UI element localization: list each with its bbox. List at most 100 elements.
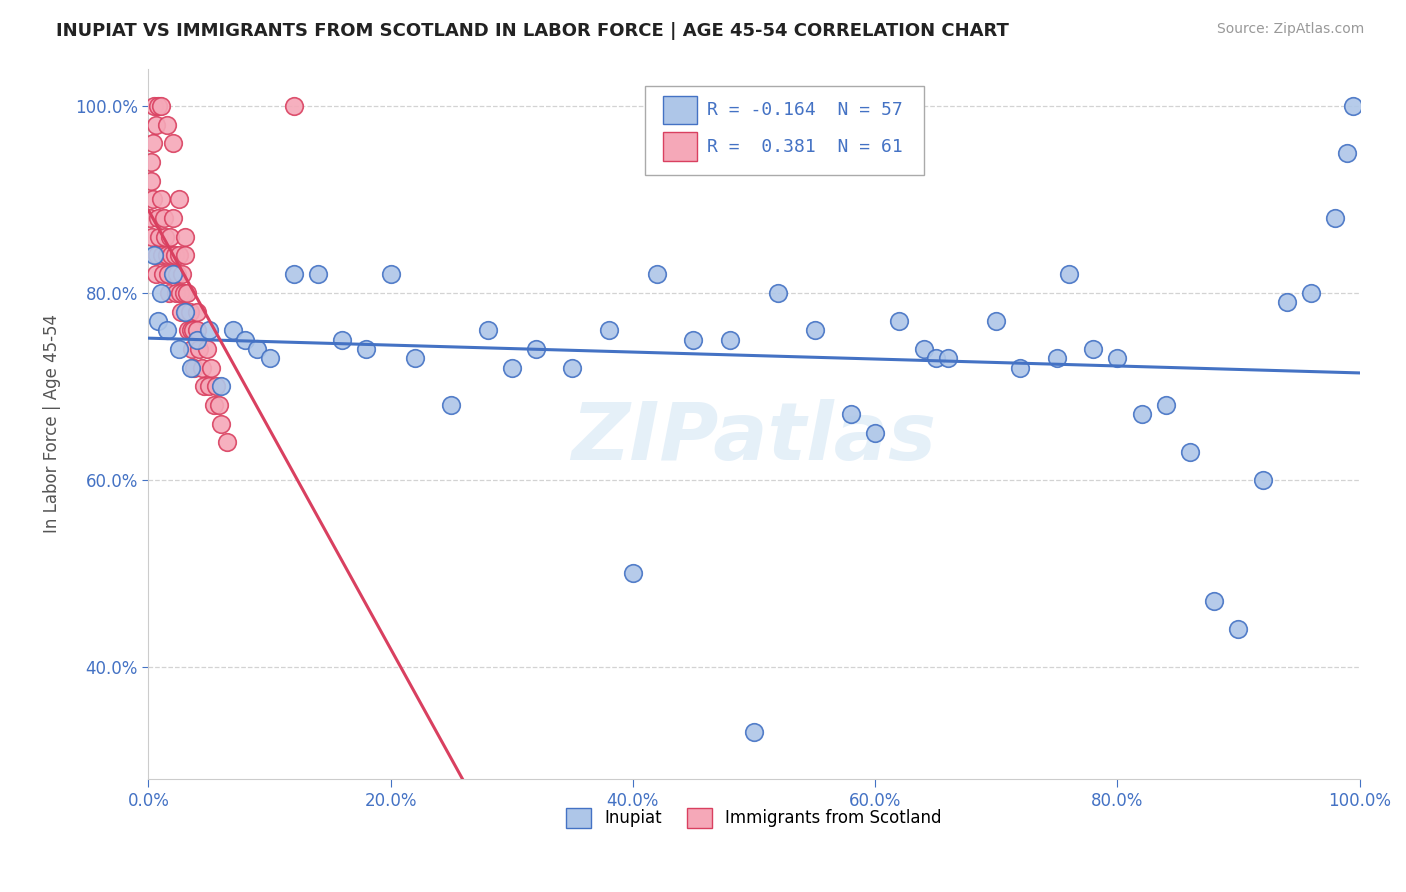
Point [598,323,620,337]
Point [205,379,228,393]
Point [141,229,163,244]
Point [163,267,186,281]
Bar [664,95,697,124]
Y-axis label: In Labor Force | Age 45-54: In Labor Force | Age 45-54 [44,314,60,533]
Point [138,211,160,225]
Point [889,314,911,328]
Text: ZIPatlas: ZIPatlas [571,399,936,477]
Point [173,304,195,318]
Point [936,351,959,366]
Point [912,342,935,356]
Point [986,314,1008,328]
Point [150,248,173,262]
Point [1204,594,1226,608]
Point [1178,444,1201,458]
Point [149,99,172,113]
Point [186,323,208,337]
Point [153,211,176,225]
Point [1251,473,1274,487]
Point [1299,285,1322,300]
Point [148,229,170,244]
Point [477,323,499,337]
Point [142,193,165,207]
Point [169,285,191,300]
Point [149,285,172,300]
Point [1324,211,1347,225]
Point [307,267,329,281]
Point [198,379,221,393]
Point [177,323,200,337]
Point [167,248,190,262]
Point [1227,623,1250,637]
Bar [664,132,697,161]
Point [404,351,426,366]
Point [1336,145,1358,160]
Point [217,435,239,450]
Point [166,267,188,281]
Point [173,229,195,244]
Point [174,304,197,318]
Point [143,99,166,113]
Point [766,285,789,300]
Point [162,211,184,225]
Point [145,267,167,281]
Legend: Inupiat, Immigrants from Scotland: Inupiat, Immigrants from Scotland [560,801,949,835]
Text: R =  0.381  N = 61: R = 0.381 N = 61 [707,137,903,156]
Point [173,248,195,262]
FancyBboxPatch shape [645,87,924,175]
Point [222,323,245,337]
Point [142,136,165,151]
Point [139,174,162,188]
Point [180,360,202,375]
Point [165,248,187,262]
Point [501,360,523,375]
Point [356,342,378,356]
Text: R = -0.164  N = 57: R = -0.164 N = 57 [707,101,903,119]
Point [718,333,741,347]
Point [863,426,886,441]
Point [330,333,353,347]
Point [155,323,177,337]
Point [1057,267,1080,281]
Point [1010,360,1032,375]
Point [157,285,180,300]
Point [179,304,201,318]
Point [198,323,221,337]
Point [200,360,222,375]
Point [155,118,177,132]
Point [924,351,946,366]
Point [1046,351,1069,366]
Point [155,229,177,244]
Point [1275,295,1298,310]
Point [155,248,177,262]
Point [621,566,644,581]
Text: INUPIAT VS IMMIGRANTS FROM SCOTLAND IN LABOR FORCE | AGE 45-54 CORRELATION CHART: INUPIAT VS IMMIGRANTS FROM SCOTLAND IN L… [56,22,1010,40]
Point [1343,99,1365,113]
Point [165,285,187,300]
Point [162,267,184,281]
Point [440,398,463,412]
Point [1107,351,1129,366]
Point [139,155,162,169]
Point [380,267,402,281]
Point [209,379,232,393]
Point [159,229,181,244]
Point [186,304,208,318]
Point [167,342,190,356]
Point [181,342,204,356]
Point [1130,408,1153,422]
Point [152,267,174,281]
Point [173,285,195,300]
Point [162,136,184,151]
Point [193,379,215,393]
Point [803,323,825,337]
Point [170,304,193,318]
Point [202,398,225,412]
Point [167,193,190,207]
Point [186,333,208,347]
Point [181,323,204,337]
Point [208,398,231,412]
Point [143,248,166,262]
Point [172,267,194,281]
Point [209,417,232,431]
